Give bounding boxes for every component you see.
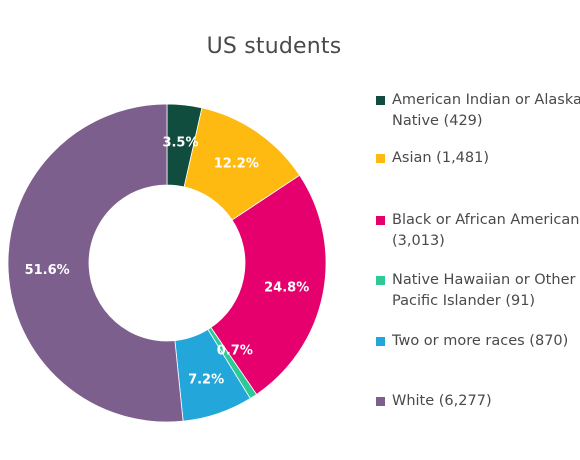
legend-swatch xyxy=(376,154,385,163)
legend-label: American Indian or Alaska Native (429) xyxy=(392,92,580,129)
legend-item-5: White (6,277) xyxy=(376,391,580,412)
legend-label: Two or more races (870) xyxy=(392,333,569,349)
legend-label: Asian (1,481) xyxy=(392,150,490,166)
legend-item-4: Two or more races (870) xyxy=(376,331,580,352)
slice-label-3: 0.7% xyxy=(217,344,253,359)
legend-item-1: Asian (1,481) xyxy=(376,148,580,169)
slice-labels: 3.5% 12.2% 24.8% 0.7% 7.2% 51.6% xyxy=(25,136,310,388)
legend-swatch xyxy=(376,216,385,225)
legend-label: White (6,277) xyxy=(392,393,492,409)
donut-chart: 3.5% 12.2% 24.8% 0.7% 7.2% 51.6% xyxy=(7,103,327,423)
slice-label-2: 24.8% xyxy=(264,281,309,296)
legend-swatch xyxy=(376,397,385,406)
slice-5 xyxy=(7,103,184,423)
legend: American Indian or Alaska Native (429) As… xyxy=(376,0,580,460)
legend-swatch xyxy=(376,96,385,105)
donut-slices xyxy=(7,103,327,423)
legend-item-3: Native Hawaiian or Other Pacific Islande… xyxy=(376,270,580,312)
slice-label-5: 51.6% xyxy=(25,263,70,278)
legend-label: Black or African American (3,013) xyxy=(392,212,580,249)
slice-label-1: 12.2% xyxy=(214,157,259,172)
legend-swatch xyxy=(376,337,385,346)
legend-item-2: Black or African American (3,013) xyxy=(376,210,580,252)
slice-label-0: 3.5% xyxy=(162,136,198,151)
slice-2 xyxy=(210,174,327,395)
chart-title: US students xyxy=(206,34,342,59)
legend-item-0: American Indian or Alaska Native (429) xyxy=(376,90,580,132)
legend-swatch xyxy=(376,276,385,285)
legend-label: Native Hawaiian or Other Pacific Islande… xyxy=(392,272,576,309)
slice-label-4: 7.2% xyxy=(188,373,224,388)
